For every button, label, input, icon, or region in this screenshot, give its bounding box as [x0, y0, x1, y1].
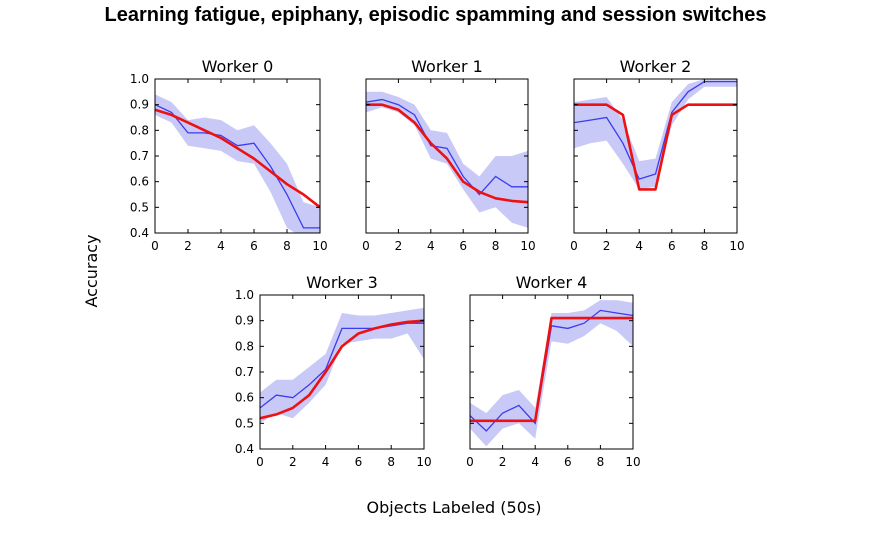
y-tick-label: 0.4	[130, 226, 149, 240]
x-tick-label: 10	[416, 455, 431, 469]
panel-worker-1: 0 2 4 6 8 10 Worker 1	[362, 57, 535, 253]
x-tick-label: 6	[668, 239, 676, 253]
x-tick-label: 8	[387, 455, 395, 469]
confidence-band	[155, 94, 320, 233]
x-tick-label: 8	[492, 239, 500, 253]
x-tick-label: 8	[701, 239, 709, 253]
y-tick-label: 0.5	[130, 200, 149, 214]
y-tick-label: 0.4	[235, 442, 254, 456]
y-tick-label: 0.7	[130, 149, 149, 163]
x-tick-label: 8	[283, 239, 291, 253]
x-tick-label: 8	[597, 455, 605, 469]
y-tick-label: 0.9	[235, 314, 254, 328]
panel-title: Worker 0	[202, 57, 274, 76]
panel-worker-0: 0 2 4 6 8 10 0.4 0.5 0.6 0.7 0.8 0.9 1.0 Worker 0	[130, 57, 328, 253]
x-tick-label: 2	[289, 455, 297, 469]
panel-title: Worker 2	[620, 57, 692, 76]
y-tick-label: 0.7	[235, 365, 254, 379]
panel-title: Worker 4	[516, 273, 588, 292]
observed-accuracy-line	[155, 104, 320, 229]
x-axis-label: Objects Labeled (50s)	[367, 498, 542, 517]
x-tick-label: 4	[217, 239, 225, 253]
x-tick-label: 2	[603, 239, 611, 253]
y-tick-label: 0.6	[130, 175, 149, 189]
fitted-accuracy-line	[260, 319, 424, 420]
x-tick-label: 0	[570, 239, 578, 253]
observed-accuracy-line	[366, 98, 528, 196]
panel-title: Worker 1	[411, 57, 483, 76]
x-tick-label: 2	[184, 239, 192, 253]
fitted-accuracy-line	[470, 316, 633, 423]
y-tick-label: 1.0	[235, 288, 254, 302]
x-tick-label: 4	[322, 455, 330, 469]
confidence-band	[574, 79, 737, 190]
y-tick-label: 0.9	[130, 98, 149, 112]
figure-title: Learning fatigue, epiphany, episodic spa…	[104, 4, 767, 26]
x-tick-label: 6	[250, 239, 258, 253]
observed-accuracy-line	[574, 80, 737, 180]
x-tick-label: 2	[499, 455, 507, 469]
x-tick-label: 10	[312, 239, 327, 253]
y-tick-label: 1.0	[130, 72, 149, 86]
confidence-band	[260, 307, 424, 424]
x-tick-label: 4	[635, 239, 643, 253]
panel-worker-2: 0 2 4 6 8 10 Worker 2	[570, 57, 744, 253]
y-axis-label: Accuracy	[82, 234, 101, 307]
x-tick-label: 0	[256, 455, 264, 469]
x-tick-label: 4	[531, 455, 539, 469]
x-tick-label: 10	[729, 239, 744, 253]
fitted-accuracy-line	[574, 103, 737, 191]
panel-worker-4: 0 2 4 6 8 10 Worker 4	[466, 273, 640, 469]
x-tick-label: 0	[466, 455, 474, 469]
x-tick-label: 10	[520, 239, 535, 253]
y-tick-label: 0.8	[235, 339, 254, 353]
x-tick-label: 6	[459, 239, 467, 253]
y-tick-label: 0.5	[235, 416, 254, 430]
x-tick-label: 2	[395, 239, 403, 253]
panel-title: Worker 3	[306, 273, 378, 292]
fitted-accuracy-line	[366, 103, 528, 204]
y-tick-label: 0.6	[235, 391, 254, 405]
x-tick-label: 4	[427, 239, 435, 253]
x-tick-label: 0	[362, 239, 370, 253]
x-tick-label: 6	[564, 455, 572, 469]
panel-worker-3: 0 2 4 6 8 10 0.4 0.5 0.6 0.7 0.8 0.9 1.0 Worker 3	[235, 273, 432, 469]
y-tick-label: 0.8	[130, 123, 149, 137]
fitted-accuracy-line	[155, 108, 320, 209]
x-tick-label: 0	[151, 239, 159, 253]
x-tick-label: 6	[355, 455, 363, 469]
x-tick-label: 10	[625, 455, 640, 469]
